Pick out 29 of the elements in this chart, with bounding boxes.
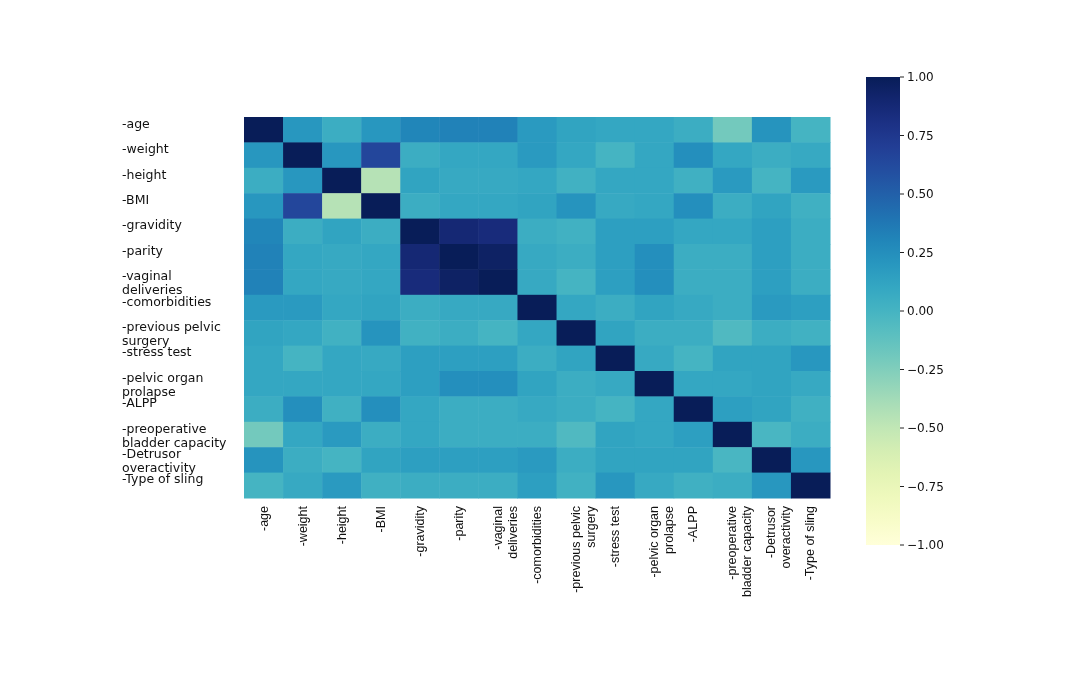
y-tick-label: -height (122, 166, 167, 182)
color-bar-label: −1.00 (907, 538, 944, 553)
color-bar-label: 0.25 (907, 245, 934, 260)
x-tick-label: -BMI (373, 506, 388, 533)
color-bar-label: −0.25 (907, 362, 944, 377)
x-tick-label: -gravidity (412, 505, 427, 557)
color-bar-label: 1.00 (907, 70, 934, 85)
x-tick-label: -height (334, 505, 349, 545)
color-bar-label: −0.50 (907, 421, 944, 436)
x-tick-label: -ALPP (686, 506, 701, 543)
color-bar-label: 0.50 (907, 187, 934, 202)
x-tick-label: -weight (295, 505, 310, 547)
x-tick-label: -comorbidities (530, 506, 544, 584)
y-tick-label: -BMI (122, 191, 150, 207)
x-tick-label: -Type of sling (803, 505, 818, 581)
x-tick-label: -stress test (608, 505, 623, 568)
x-tick-label: -previous pelvic surgery (569, 505, 599, 593)
y-tick-label: -comorbidities (122, 293, 212, 309)
y-tick-label: -gravidity (122, 217, 183, 233)
color-bar-label: −0.75 (907, 479, 944, 494)
x-tick-label: -age (256, 505, 271, 532)
color-bar-label: 0.00 (907, 304, 934, 319)
y-tick-label: -weight (122, 141, 169, 157)
y-tick-label: -parity (122, 242, 164, 258)
x-tick-label: -pelvic organ prolapse (647, 505, 677, 578)
y-tick-label: -age (122, 115, 151, 131)
color-bar-label: 0.75 (907, 128, 934, 143)
x-tick-label: -vaginal deliveries (490, 506, 520, 559)
x-tick-label: -parity (451, 505, 466, 541)
